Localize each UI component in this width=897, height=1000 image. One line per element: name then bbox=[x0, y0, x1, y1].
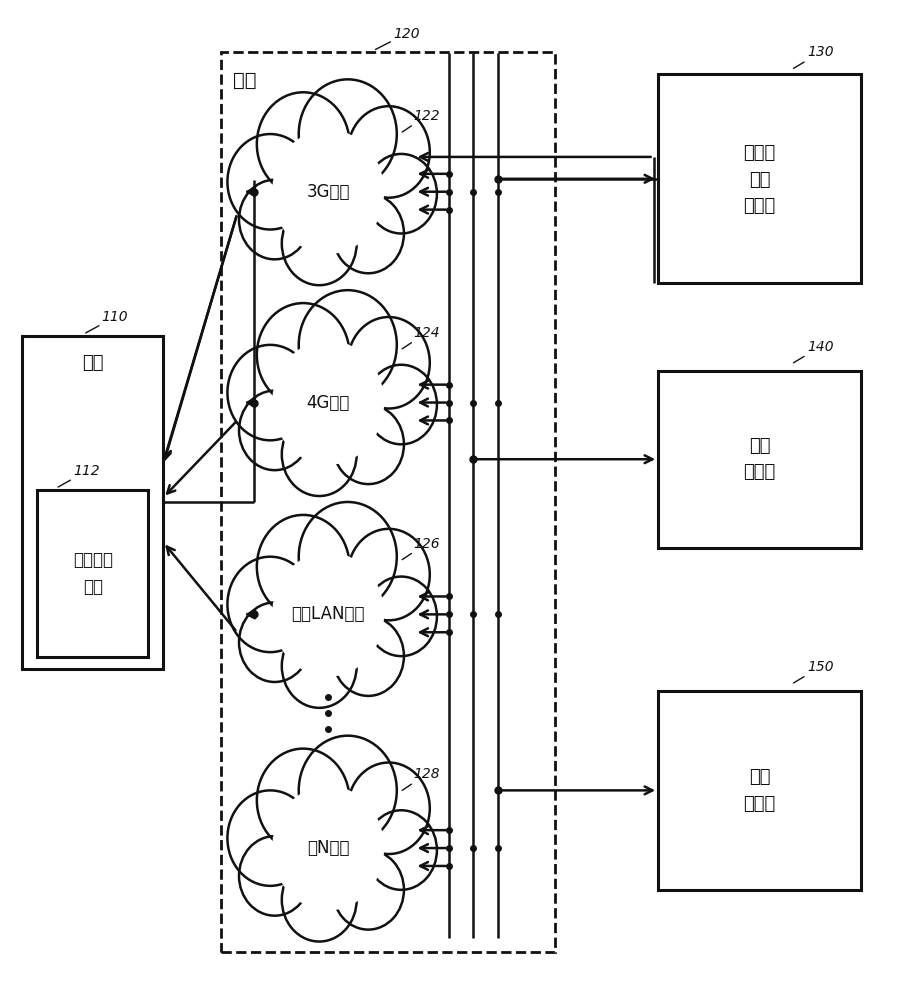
Bar bbox=[37, 490, 148, 657]
Circle shape bbox=[239, 836, 310, 916]
Circle shape bbox=[333, 616, 404, 696]
Bar bbox=[22, 336, 163, 669]
Circle shape bbox=[257, 515, 350, 618]
Circle shape bbox=[366, 154, 437, 233]
Text: 124: 124 bbox=[402, 326, 440, 349]
Circle shape bbox=[273, 553, 383, 676]
Circle shape bbox=[257, 749, 350, 852]
Text: 140: 140 bbox=[794, 340, 833, 363]
Circle shape bbox=[228, 790, 313, 886]
Text: 策略
提供器: 策略 提供器 bbox=[744, 437, 776, 481]
Text: 128: 128 bbox=[402, 767, 440, 790]
Circle shape bbox=[348, 529, 430, 620]
Text: 126: 126 bbox=[402, 537, 440, 560]
Circle shape bbox=[333, 194, 404, 273]
Circle shape bbox=[273, 130, 383, 253]
Circle shape bbox=[299, 502, 396, 611]
Circle shape bbox=[333, 405, 404, 484]
Text: 内容
提供器: 内容 提供器 bbox=[744, 768, 776, 813]
Text: 网络: 网络 bbox=[232, 71, 257, 90]
Circle shape bbox=[299, 736, 396, 845]
Circle shape bbox=[366, 577, 437, 656]
Circle shape bbox=[333, 850, 404, 930]
Text: 发送器
负荷
管理器: 发送器 负荷 管理器 bbox=[744, 144, 776, 215]
Circle shape bbox=[299, 79, 396, 189]
Circle shape bbox=[299, 290, 396, 400]
Circle shape bbox=[282, 202, 357, 285]
Text: 4G网络: 4G网络 bbox=[307, 394, 350, 412]
Circle shape bbox=[239, 602, 310, 682]
Circle shape bbox=[257, 303, 350, 407]
Text: 110: 110 bbox=[86, 310, 128, 333]
Circle shape bbox=[273, 786, 383, 910]
Circle shape bbox=[239, 180, 310, 259]
Text: 122: 122 bbox=[402, 109, 440, 132]
Circle shape bbox=[348, 317, 430, 409]
Text: 终端: 终端 bbox=[82, 354, 103, 372]
Circle shape bbox=[239, 391, 310, 470]
Text: 150: 150 bbox=[794, 660, 833, 683]
Text: 无线LAN网络: 无线LAN网络 bbox=[292, 605, 365, 623]
Circle shape bbox=[282, 412, 357, 496]
Text: 第N网络: 第N网络 bbox=[307, 839, 350, 857]
Circle shape bbox=[273, 341, 383, 464]
Bar bbox=[658, 691, 861, 890]
Circle shape bbox=[228, 134, 313, 230]
Circle shape bbox=[348, 763, 430, 854]
Bar bbox=[658, 74, 861, 283]
Text: 112: 112 bbox=[58, 464, 100, 487]
Text: 业务控制
应用: 业务控制 应用 bbox=[73, 551, 113, 596]
Circle shape bbox=[228, 345, 313, 440]
Circle shape bbox=[282, 624, 357, 708]
Circle shape bbox=[282, 858, 357, 942]
Bar bbox=[658, 371, 861, 548]
Text: 120: 120 bbox=[376, 27, 420, 50]
Text: 3G网络: 3G网络 bbox=[307, 183, 350, 201]
Circle shape bbox=[348, 106, 430, 198]
Circle shape bbox=[366, 810, 437, 890]
Circle shape bbox=[366, 365, 437, 444]
Text: 130: 130 bbox=[794, 45, 833, 68]
Circle shape bbox=[228, 557, 313, 652]
Circle shape bbox=[257, 92, 350, 196]
Bar bbox=[222, 52, 555, 952]
